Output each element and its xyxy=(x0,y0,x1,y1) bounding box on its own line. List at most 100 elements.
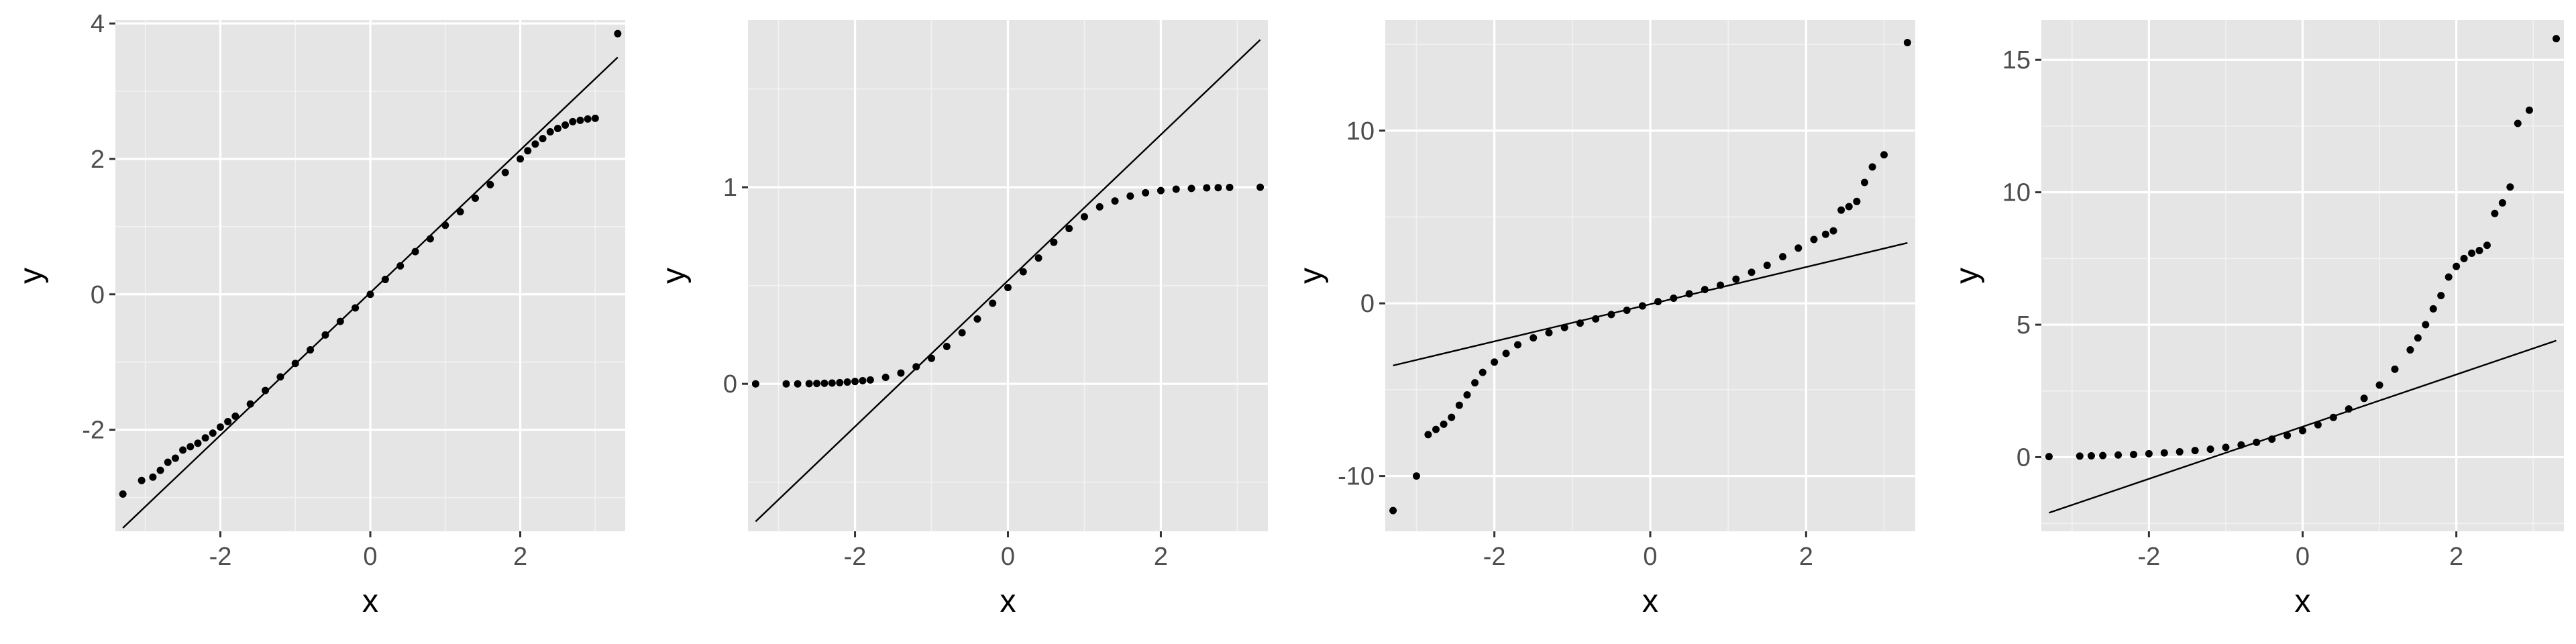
data-point xyxy=(881,374,890,382)
data-point xyxy=(1226,183,1234,191)
data-point xyxy=(1432,425,1440,433)
data-point xyxy=(820,379,828,387)
y-tick-label: 0 xyxy=(723,370,737,398)
data-point xyxy=(1868,163,1876,171)
data-point xyxy=(1748,268,1756,276)
data-point xyxy=(1623,306,1631,314)
data-point xyxy=(2087,451,2095,460)
data-point xyxy=(1638,302,1646,310)
y-axis-title: y xyxy=(656,268,692,284)
y-tick-label: 10 xyxy=(2002,179,2031,207)
data-point xyxy=(186,443,195,451)
data-point xyxy=(1004,284,1012,292)
data-point xyxy=(958,329,966,337)
y-tick-label: 4 xyxy=(91,10,105,38)
data-point xyxy=(2099,451,2107,460)
data-point xyxy=(828,379,836,387)
data-point xyxy=(2160,449,2168,457)
y-tick-label: 0 xyxy=(1360,290,1375,318)
data-point xyxy=(2553,35,2561,43)
data-point xyxy=(2498,199,2506,207)
data-point xyxy=(1463,391,1471,399)
x-tick-label: -2 xyxy=(209,543,232,571)
data-point xyxy=(1701,286,1709,294)
data-point xyxy=(1829,227,1837,235)
y-tick-label: 15 xyxy=(2002,46,2031,74)
x-tick-label: -2 xyxy=(844,543,867,571)
data-point xyxy=(1779,253,1786,261)
data-point xyxy=(1880,151,1888,159)
data-point xyxy=(2206,445,2214,453)
data-point xyxy=(2299,427,2306,435)
data-point xyxy=(201,434,209,442)
data-point xyxy=(1095,203,1104,211)
data-point xyxy=(1065,225,1073,233)
data-point xyxy=(1860,178,1868,186)
data-point xyxy=(2329,413,2337,421)
data-point xyxy=(928,354,936,362)
data-point xyxy=(1203,184,1211,192)
data-point xyxy=(2437,292,2445,300)
data-point xyxy=(813,380,821,388)
data-point xyxy=(2145,449,2153,458)
data-point xyxy=(943,343,951,351)
data-point xyxy=(1853,197,1861,205)
data-point xyxy=(2076,452,2084,460)
data-point xyxy=(231,412,239,420)
data-point xyxy=(851,378,859,386)
x-tick-label: -2 xyxy=(1483,543,1506,571)
data-point xyxy=(1080,213,1088,221)
y-tick-label: -2 xyxy=(82,417,105,445)
data-point xyxy=(2237,441,2245,449)
data-point xyxy=(209,429,217,437)
data-point xyxy=(2345,405,2353,413)
y-axis-title: y xyxy=(1949,268,1985,284)
x-tick-label: 2 xyxy=(1799,543,1813,571)
reference-line xyxy=(2049,339,2557,514)
data-point xyxy=(1717,281,1725,289)
data-point xyxy=(1019,268,1027,276)
data-point xyxy=(1560,323,1568,331)
data-point xyxy=(1126,192,1134,200)
data-point xyxy=(1034,254,1042,262)
data-point xyxy=(2314,421,2322,429)
data-point xyxy=(2422,321,2430,329)
data-point xyxy=(1187,184,1195,193)
qq-panel-3: -2 0 2 -10 0 10 x y xyxy=(1293,20,1915,619)
data-point xyxy=(531,140,539,148)
data-point xyxy=(569,117,577,125)
data-point xyxy=(1685,290,1693,298)
data-point xyxy=(2360,394,2368,402)
data-point xyxy=(486,180,494,189)
data-point xyxy=(794,380,802,388)
data-point xyxy=(843,378,851,386)
data-point xyxy=(1576,319,1584,327)
x-axis-title: x xyxy=(1000,584,1016,619)
data-point xyxy=(517,155,525,163)
data-point xyxy=(501,168,509,176)
x-tick-label: 0 xyxy=(2296,543,2310,571)
data-point xyxy=(2491,209,2499,217)
data-point xyxy=(2114,451,2123,459)
data-point xyxy=(1172,185,1180,193)
data-point xyxy=(2453,262,2461,270)
data-point xyxy=(1670,294,1678,302)
data-point xyxy=(2391,365,2399,373)
data-point xyxy=(1424,431,1432,439)
data-point xyxy=(2406,346,2414,354)
y-tick-label: 2 xyxy=(91,146,105,174)
y-axis-title: y xyxy=(1293,268,1329,284)
data-point xyxy=(2045,453,2053,461)
y-tick-label: 5 xyxy=(2017,311,2031,339)
data-point xyxy=(1529,334,1538,342)
data-point xyxy=(1479,368,1487,376)
x-axis-title: x xyxy=(2295,584,2311,619)
y-tick-label: 0 xyxy=(2017,443,2031,472)
y-tick-label: 1 xyxy=(723,174,737,202)
data-point xyxy=(2460,254,2468,262)
data-point xyxy=(276,373,284,381)
data-point xyxy=(1455,401,1463,409)
x-axis-title: x xyxy=(362,584,378,619)
data-point xyxy=(2375,381,2383,389)
